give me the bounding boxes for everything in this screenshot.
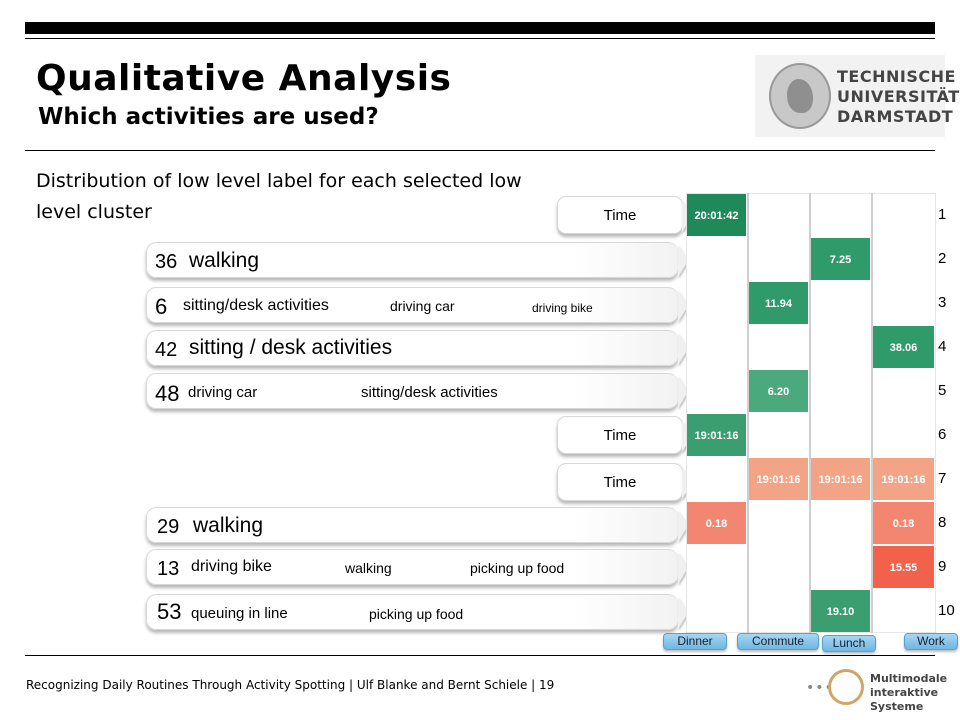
slide-title: Qualitative Analysis (36, 58, 452, 99)
heatmap-cell (873, 458, 934, 500)
footer-text: Recognizing Daily Routines Through Activ… (26, 678, 555, 692)
cluster-pill: 13 driving bike walking picking up food (146, 549, 678, 585)
cluster-label-b: walking (345, 560, 392, 576)
cluster-label-a: sitting / desk activities (189, 336, 393, 359)
heatmap-cell (749, 282, 808, 324)
cluster-label-b: picking up food (369, 606, 464, 622)
cluster-id: 42 (155, 339, 178, 361)
tu-darmstadt-logo: TECHNISCHE UNIVERSITÄT DARMSTADT (755, 55, 959, 137)
top-bar (25, 22, 935, 34)
column-tab-commute: Commute (737, 633, 819, 650)
heatmap-cell-label: 19:01:16 (881, 474, 925, 486)
time-pill-label: Time (603, 427, 637, 444)
cluster-label-a: sitting/desk activities (183, 297, 329, 314)
heatmap-cell-label: 38.06 (890, 342, 918, 354)
heatmap-cell-label: 11.94 (765, 298, 793, 310)
column-tab-dinner: Dinner (663, 633, 727, 650)
heatmap-row-label: 9 (938, 558, 947, 575)
cluster-label-a: driving car (188, 384, 258, 401)
cluster-pill: 42 sitting / desk activities (146, 330, 678, 366)
time-pill-1: Time (557, 196, 683, 234)
header-divider (25, 150, 935, 151)
cluster-label-b: driving car (390, 298, 455, 314)
time-pill-2: Time (557, 416, 683, 454)
signal-circle-icon (828, 669, 864, 705)
heatmap-cell-label: 19:01:16 (818, 474, 862, 486)
slide-subtitle: Which activities are used? (38, 104, 379, 130)
heatmap-row-label: 3 (938, 294, 947, 311)
heatmap-cell-label: 6.20 (768, 386, 789, 398)
mm-logo-line-1: Multimodale (870, 672, 948, 685)
heatmap-cell-label: 7.25 (830, 254, 851, 266)
heatmap-row-label: 6 (938, 426, 947, 443)
dots-icon: ••• (806, 680, 834, 696)
cluster-label-b: sitting/desk activities (361, 384, 498, 401)
time-pill-3: Time (557, 463, 683, 501)
cluster-label-a: walking (193, 514, 264, 537)
cluster-pill: 29 walking (146, 507, 678, 543)
time-pill-label: Time (603, 207, 637, 224)
heatmap-cell (687, 502, 746, 544)
heatmap-cell-label: 0.18 (706, 518, 727, 530)
mm-logo-line-3: Systeme (870, 700, 924, 713)
multimodale-logo: ••• Multimodale interaktive Systeme (806, 668, 948, 714)
mm-logo-line-2: interaktive (870, 686, 939, 699)
cluster-pill: 53 queuing in line picking up food (146, 594, 678, 630)
cluster-label-a: driving bike (191, 558, 272, 575)
cluster-label-c: picking up food (470, 560, 565, 576)
cluster-pill: 36 walking (146, 242, 678, 278)
heatmap-cell-label: 19:01:16 (756, 474, 800, 486)
cluster-id: 36 (155, 251, 178, 273)
column-tab-lunch: Lunch (822, 635, 876, 652)
time-pill-label: Time (603, 474, 637, 491)
footer-divider (25, 655, 935, 656)
cluster-id: 53 (157, 599, 182, 624)
cluster-pill: 6 sitting/desk activities driving car dr… (146, 287, 678, 323)
logo-line-2: UNIVERSITÄT (837, 87, 960, 106)
cluster-id: 29 (157, 516, 180, 538)
heatmap-cell-label: 19.10 (827, 606, 855, 618)
heatmap-row-label: 8 (938, 514, 947, 531)
cluster-pill: 48 driving car sitting/desk activities (146, 373, 678, 409)
heatmap-cell (749, 458, 808, 500)
cluster-label-a: walking (189, 249, 260, 272)
heatmap-row-label: 10 (938, 602, 955, 619)
athena-seal-icon (769, 63, 831, 129)
heatmap-cell (749, 370, 808, 412)
heatmap-row-label: 2 (938, 250, 947, 267)
heatmap: 20:01:42 7.25 11.94 38.06 6.20 19:01:16 19:01:… (686, 193, 936, 633)
heatmap-cell (811, 238, 870, 280)
intro-text: Distribution of low level label for each… (36, 170, 522, 223)
heatmap-row-label: 1 (938, 206, 947, 223)
heatmap-cell (687, 194, 746, 236)
heatmap-cell-label: 0.18 (893, 518, 914, 530)
heatmap-cell (873, 502, 934, 544)
cluster-label-c: driving bike (532, 301, 593, 315)
heatmap-cell-label: 20:01:42 (694, 210, 738, 222)
logo-line-3: DARMSTADT (837, 107, 954, 126)
heatmap-row-label: 4 (938, 338, 947, 355)
cluster-id: 48 (155, 381, 180, 406)
heatmap-row-label: 7 (938, 470, 947, 487)
heatmap-cell-label: 19:01:16 (694, 430, 738, 442)
column-tab-work: Work (904, 633, 958, 650)
heatmap-cell (687, 414, 746, 456)
cluster-id: 13 (157, 558, 180, 580)
heatmap-cell (873, 546, 934, 588)
cluster-id: 6 (155, 294, 168, 319)
heatmap-cell-label: 15.55 (890, 562, 918, 574)
cluster-label-a: queuing in line (191, 605, 288, 622)
logo-line-1: TECHNISCHE (837, 67, 956, 86)
top-divider (25, 38, 935, 39)
heatmap-cell (811, 590, 870, 632)
heatmap-cell (811, 458, 870, 500)
heatmap-row-label: 5 (938, 382, 947, 399)
heatmap-cell (873, 326, 934, 368)
